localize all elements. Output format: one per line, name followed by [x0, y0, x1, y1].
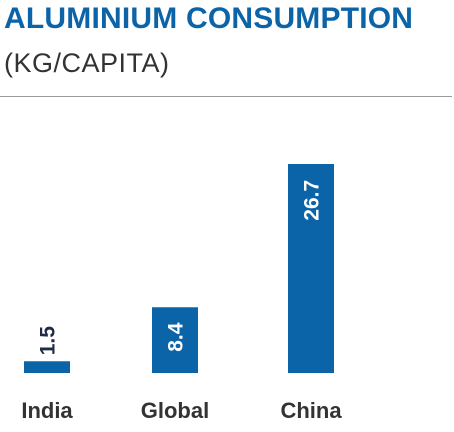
category-label-global: Global: [141, 398, 209, 423]
bar-china: [288, 164, 334, 373]
value-label-india: 1.5: [37, 326, 60, 356]
category-label-india: India: [21, 398, 73, 423]
value-label-china: 26.7: [301, 180, 324, 221]
chart-subtitle: (KG/CAPITA): [4, 48, 170, 78]
category-label-china: China: [280, 398, 342, 423]
value-label-global: 8.4: [165, 322, 188, 352]
bar-global: [152, 307, 198, 373]
title-divider: [0, 96, 452, 97]
bar-india: [24, 361, 70, 373]
chart-title: ALUMINIUM CONSUMPTION: [4, 2, 414, 35]
